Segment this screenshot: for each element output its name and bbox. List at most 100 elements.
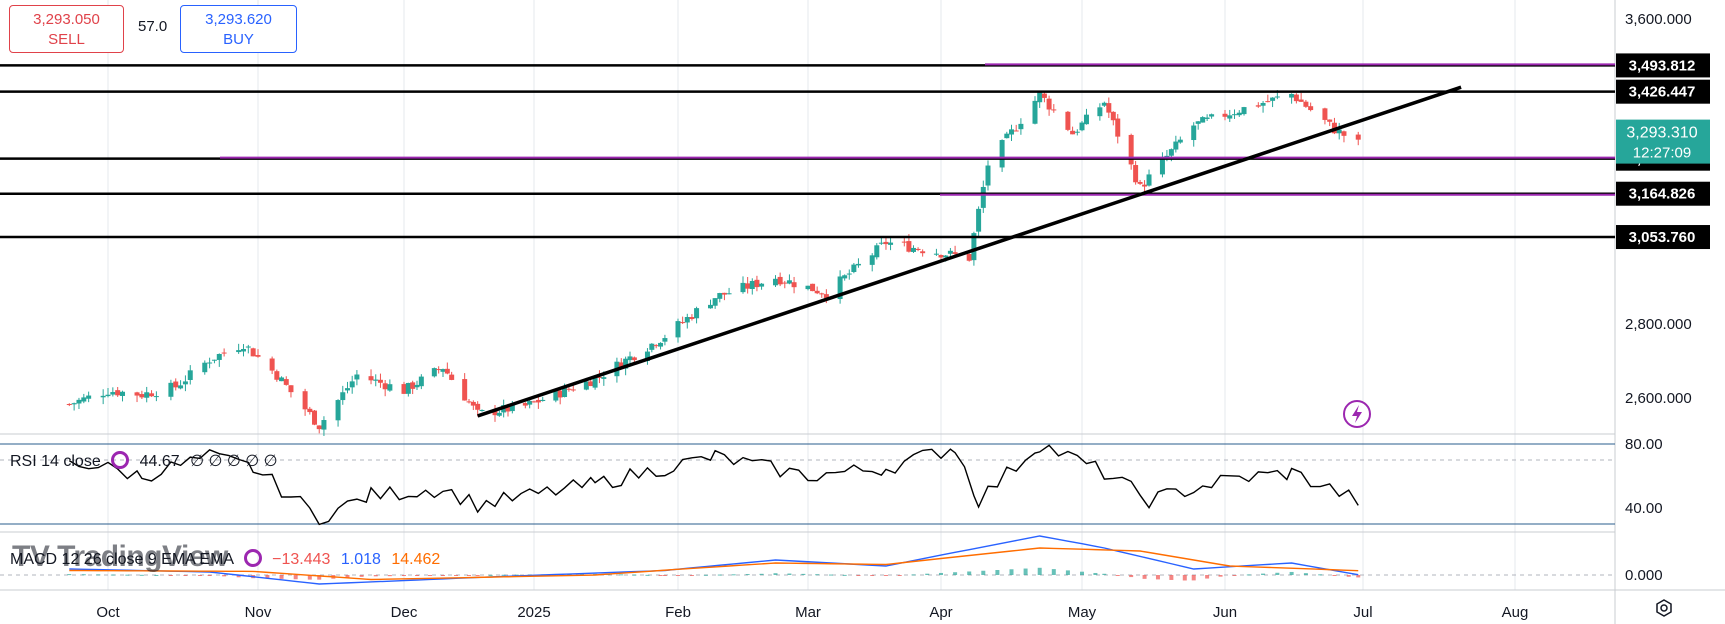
macd-hist-bar [1303,573,1308,575]
candle [274,369,280,382]
candle [1265,94,1271,103]
candle [901,236,907,247]
price-axis-label: 2,600.000 [1625,390,1692,407]
candle [947,247,953,258]
candle [496,410,502,417]
candle-body [1106,103,1112,113]
candle-body [1227,115,1233,119]
candle-body [120,391,126,396]
candle-body [596,376,602,378]
time-axis-label: 2025 [517,604,550,621]
rsi-label: RSI 14 close [10,453,101,470]
candle-body [470,401,476,406]
macd-hist-bar [1080,571,1084,575]
macd-hist-bar [1232,575,1237,576]
sell-label: SELL [48,31,85,48]
macd-hist-bar [402,575,406,576]
candle-body [492,409,498,416]
candle [684,313,690,329]
macd-hist-bar [307,575,312,580]
macd-hist-bar [731,574,736,576]
candle-body [740,282,746,293]
candle-body [846,273,852,275]
candle-body [910,247,916,252]
candle-body [496,412,502,416]
macd-legend[interactable]: MACD 12 26 close 9 EMA EMA −13.443 1.018… [10,549,440,569]
candle [382,380,388,397]
time-axis-label: Aug [1502,604,1529,621]
candle [245,344,251,354]
candle-body [966,254,972,261]
level-tag-bg [1616,181,1710,206]
candle [354,370,360,386]
candle-body [444,368,450,374]
candles [66,90,1361,436]
time-axis-label: Dec [391,604,418,621]
candle [401,381,407,395]
candle-body [288,385,294,393]
candle [321,416,327,436]
candle [178,380,184,390]
macd-hist-bar [168,575,173,576]
candle [1128,133,1134,170]
candle [250,347,256,357]
candle-body [1236,112,1242,116]
candle [791,276,797,294]
candle-body [1037,91,1043,103]
candle-body [475,403,481,410]
candle [570,385,576,392]
time-axis-label: Jun [1213,604,1237,621]
candle [966,253,972,262]
settings-icon[interactable] [1655,599,1673,617]
macd-hist-bar [293,575,298,580]
candle [377,373,383,388]
candle-body [985,165,991,186]
rsi-settings-icon[interactable] [111,451,130,469]
macd-settings-icon[interactable] [243,549,262,567]
candle-body [535,399,541,403]
candle [479,409,485,412]
macd-hist-bar [81,574,86,576]
current-price-bg [1616,119,1710,164]
candle-body [570,389,576,391]
candle [1255,102,1261,108]
macd-hist-bar [662,575,667,576]
candle [846,269,852,280]
candle-body [1083,114,1089,125]
candle-body [851,264,857,273]
macd-hist-bar [828,574,833,576]
candle-body [505,404,511,412]
macd-hist-bar [387,575,392,577]
candle-body [387,384,393,391]
candle-body [1270,97,1276,101]
current-price-tag: 3,293.310 12:27:09 [1616,119,1710,164]
macd-hist-bar [981,570,986,575]
candle [1110,111,1116,126]
level-price-tag: 3,493.812 [1616,53,1710,78]
rsi-legend[interactable]: RSI 14 close 44.67 ∅ ∅ ∅ ∅ ∅ [10,451,278,471]
sell-button[interactable]: 3,293.050 SELL [9,5,124,53]
candle-body [1004,133,1010,139]
candle [1236,110,1242,117]
buy-button[interactable]: 3,293.620 BUY [180,5,297,53]
candle [470,400,476,411]
candle [344,381,350,394]
macd-hist-bar [475,575,480,576]
price-axis-label: 3,600.000 [1625,11,1692,28]
macd-hist-bar [939,572,943,575]
candle-body [321,420,327,430]
candle [1051,104,1057,113]
candle-body [307,408,313,413]
signal-line [69,547,1359,581]
macd-hist-bar [1169,575,1174,580]
macd-hist-bar [632,574,637,576]
candle-body [1308,106,1314,111]
candle-body [782,282,788,284]
candle-body [207,362,213,364]
watermark-logo-icon: TV [12,540,58,573]
candle-body [71,403,77,405]
candle-body [283,379,289,385]
macd-hist-bar [359,575,364,577]
level-tag-label: 3,053.760 [1629,229,1696,246]
